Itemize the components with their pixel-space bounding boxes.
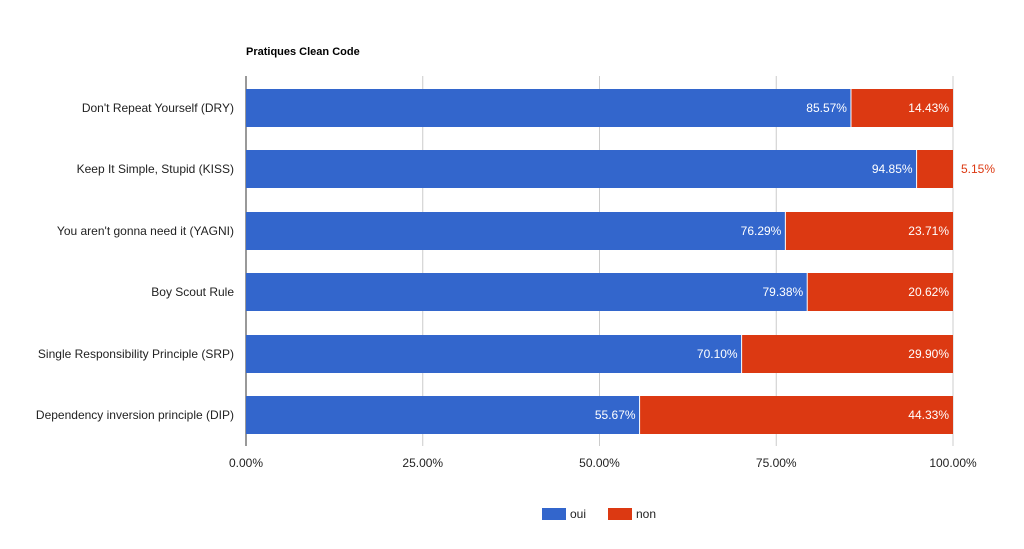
chart-title: Pratiques Clean Code [246, 46, 360, 58]
legend-label-oui[interactable]: oui [570, 507, 586, 521]
data-label: 5.15% [961, 162, 995, 176]
category-labels: Don't Repeat Yourself (DRY) 85.57% 14.43% K… [36, 101, 995, 422]
category-label: Boy Scout Rule [151, 285, 234, 299]
category-label: Dependency inversion principle (DIP) [36, 408, 234, 422]
data-label: 70.10% [697, 347, 738, 361]
bar-non[interactable] [916, 150, 953, 188]
bar-non[interactable] [639, 396, 953, 434]
x-tick-label: 75.00% [756, 456, 797, 470]
bar-oui[interactable] [246, 212, 786, 250]
data-label: 85.57% [806, 101, 847, 115]
category-label: You aren't gonna need it (YAGNI) [57, 224, 234, 238]
data-label: 76.29% [741, 224, 782, 238]
x-axis-ticks: 0.00% 25.00% 50.00% 75.00% 100.00% [229, 456, 977, 470]
legend-label-non[interactable]: non [636, 507, 656, 521]
category-label: Keep It Simple, Stupid (KISS) [77, 162, 234, 176]
x-tick-label: 50.00% [579, 456, 620, 470]
bar-oui[interactable] [246, 150, 917, 188]
legend: oui non [542, 507, 656, 521]
data-label: 14.43% [908, 101, 949, 115]
data-label: 29.90% [908, 347, 949, 361]
data-label: 94.85% [872, 162, 913, 176]
bar-oui[interactable] [246, 396, 640, 434]
data-label: 44.33% [908, 408, 949, 422]
category-label: Don't Repeat Yourself (DRY) [82, 101, 234, 115]
bars [246, 89, 953, 434]
data-label: 20.62% [908, 285, 949, 299]
x-tick-label: 0.00% [229, 456, 263, 470]
bar-oui[interactable] [246, 273, 808, 311]
bar-non[interactable] [785, 212, 953, 250]
category-label: Single Responsibility Principle (SRP) [38, 347, 234, 361]
bar-non[interactable] [807, 273, 953, 311]
x-tick-label: 25.00% [402, 456, 443, 470]
data-label: 23.71% [908, 224, 949, 238]
legend-swatch-oui[interactable] [542, 508, 566, 520]
bar-oui[interactable] [246, 335, 742, 373]
bar-oui[interactable] [246, 89, 851, 127]
legend-swatch-non[interactable] [608, 508, 632, 520]
data-label: 55.67% [595, 408, 636, 422]
bar-non[interactable] [741, 335, 953, 373]
data-label: 79.38% [763, 285, 804, 299]
x-tick-label: 100.00% [929, 456, 977, 470]
gridlines [245, 76, 954, 446]
bar-non[interactable] [850, 89, 953, 127]
